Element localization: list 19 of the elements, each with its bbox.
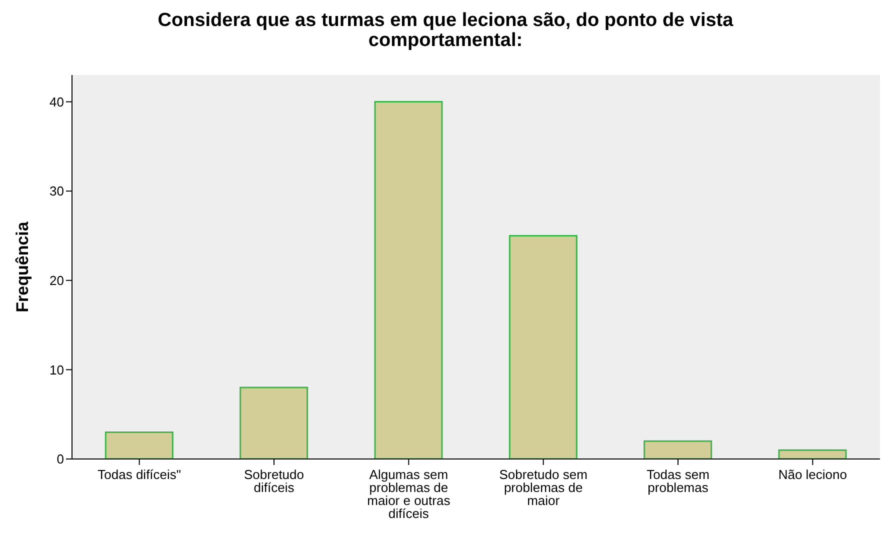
- bar: [374, 101, 443, 459]
- y-tick-label: 30: [50, 184, 64, 199]
- y-tick-label: 10: [50, 362, 64, 378]
- x-tick-label: Sobretudo sem problemas de maior: [499, 467, 588, 508]
- y-tick-label: 40: [50, 94, 64, 110]
- x-tick-label: Não leciono: [778, 467, 847, 482]
- y-axis-title: Frequência: [13, 221, 32, 312]
- bar: [644, 440, 712, 459]
- x-tick-label: Todas sem problemas: [646, 467, 710, 495]
- bar: [778, 449, 847, 459]
- bar: [240, 386, 308, 459]
- y-tick-label: 0: [56, 452, 64, 467]
- x-tick-label: Sobretudo difíceis: [244, 467, 304, 495]
- y-tick-label: 20: [50, 273, 64, 288]
- x-tick-label: Algumas sem problemas de maior e outras difíceis: [367, 467, 451, 521]
- chart-title: Considera que as turmas em que leciona são, do ponto de vista comportamental:: [156, 9, 734, 53]
- bar: [104, 431, 174, 459]
- x-tick-label: Todas difíceis": [98, 467, 182, 482]
- bar: [508, 234, 578, 459]
